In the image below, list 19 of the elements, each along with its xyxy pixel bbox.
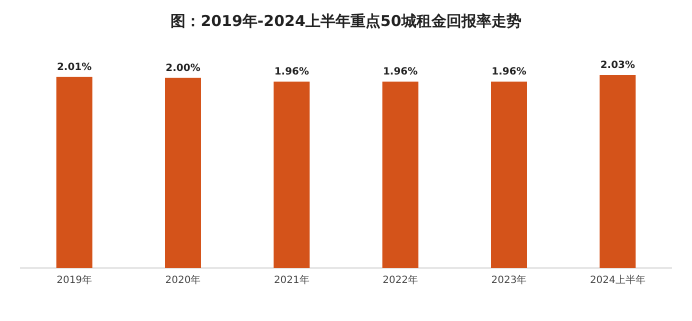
- data-label: 2.01%: [56, 62, 92, 73]
- x-tick-label: 2021年: [274, 274, 310, 286]
- x-tick-label: 2024上半年: [590, 274, 646, 286]
- bar: [491, 82, 527, 268]
- x-tick-label: 2020年: [165, 274, 201, 286]
- x-tick-label: 2019年: [56, 274, 92, 286]
- data-label: 1.96%: [492, 66, 526, 78]
- chart-title: 图：2019年-2024上半年重点50城租金回报率走势: [170, 12, 522, 30]
- x-tick-label: 2023年: [491, 274, 527, 286]
- bar: [600, 75, 636, 268]
- bar: [382, 82, 418, 268]
- data-label: 2.03%: [600, 60, 636, 71]
- data-label: 1.96%: [382, 66, 418, 78]
- bar: [274, 82, 310, 268]
- data-label: 2.00%: [166, 62, 200, 74]
- bar: [56, 76, 92, 268]
- data-label: 1.96%: [274, 66, 310, 78]
- x-tick-label: 2022年: [382, 274, 418, 286]
- bar: [165, 78, 201, 268]
